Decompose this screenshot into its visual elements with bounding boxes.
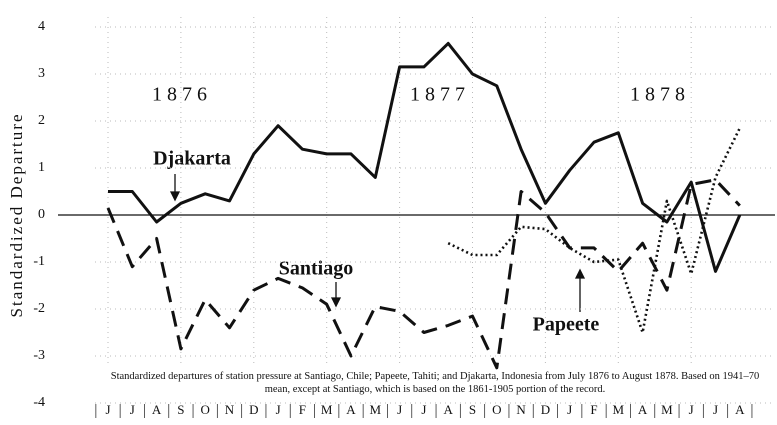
x-tick-label: S	[469, 402, 476, 417]
y-axis-label: Standardized Departure	[7, 113, 26, 318]
year-label: 1877	[410, 84, 470, 106]
x-tick-label: D	[249, 402, 258, 417]
y-tick-label: 2	[38, 113, 45, 128]
x-tick-label: J	[567, 402, 572, 417]
arrows	[169, 174, 586, 312]
x-tick-label: O	[492, 402, 501, 417]
x-tick-label: M	[370, 402, 382, 417]
y-tick-label: 4	[38, 19, 45, 34]
x-tick-label: A	[735, 402, 745, 417]
x-tick-label: F	[299, 402, 306, 417]
x-tick-label: A	[152, 402, 162, 417]
x-tick-label: N	[225, 402, 235, 417]
x-tick-label: J	[713, 402, 718, 417]
x-tick-label: J	[397, 402, 402, 417]
x-tick-label: J	[130, 402, 135, 417]
y-tick-label: -4	[33, 395, 45, 410]
x-tick-label: J	[689, 402, 694, 417]
caption: Standardized departures of station press…	[110, 371, 760, 395]
x-tick-label: S	[177, 402, 184, 417]
x-tick-label: J	[105, 402, 110, 417]
series-label: Djakarta	[153, 148, 231, 170]
series-label: Papeete	[533, 314, 600, 336]
x-tick-label: A	[444, 402, 454, 417]
x-tick-label: F	[590, 402, 597, 417]
x-tick-label: J	[421, 402, 426, 417]
y-tick-label: -1	[33, 254, 45, 269]
series-line	[108, 41, 742, 273]
series-label: Santiago	[279, 258, 353, 280]
x-tick-label: M	[661, 402, 673, 417]
y-tick-label: -2	[33, 301, 45, 316]
series-line	[447, 127, 741, 334]
y-tick-label: 3	[38, 66, 45, 81]
x-tick-label: M	[321, 402, 333, 417]
y-tick-label: 0	[38, 207, 45, 222]
series-line	[106, 178, 741, 370]
x-tick-label: A	[346, 402, 356, 417]
year-label: 1876	[152, 84, 212, 106]
x-tick-label: A	[638, 402, 648, 417]
x-tick-label: M	[613, 402, 625, 417]
x-tick-label: N	[516, 402, 526, 417]
arrow-head	[574, 268, 586, 279]
x-tick-label: O	[201, 402, 210, 417]
x-tick-label: J	[276, 402, 281, 417]
arrow-head	[169, 191, 181, 202]
y-tick-label: 1	[38, 160, 45, 175]
year-label: 1878	[630, 84, 690, 106]
y-tick-label: -3	[33, 348, 45, 363]
x-tick-label: D	[541, 402, 550, 417]
arrow-head	[330, 297, 342, 308]
